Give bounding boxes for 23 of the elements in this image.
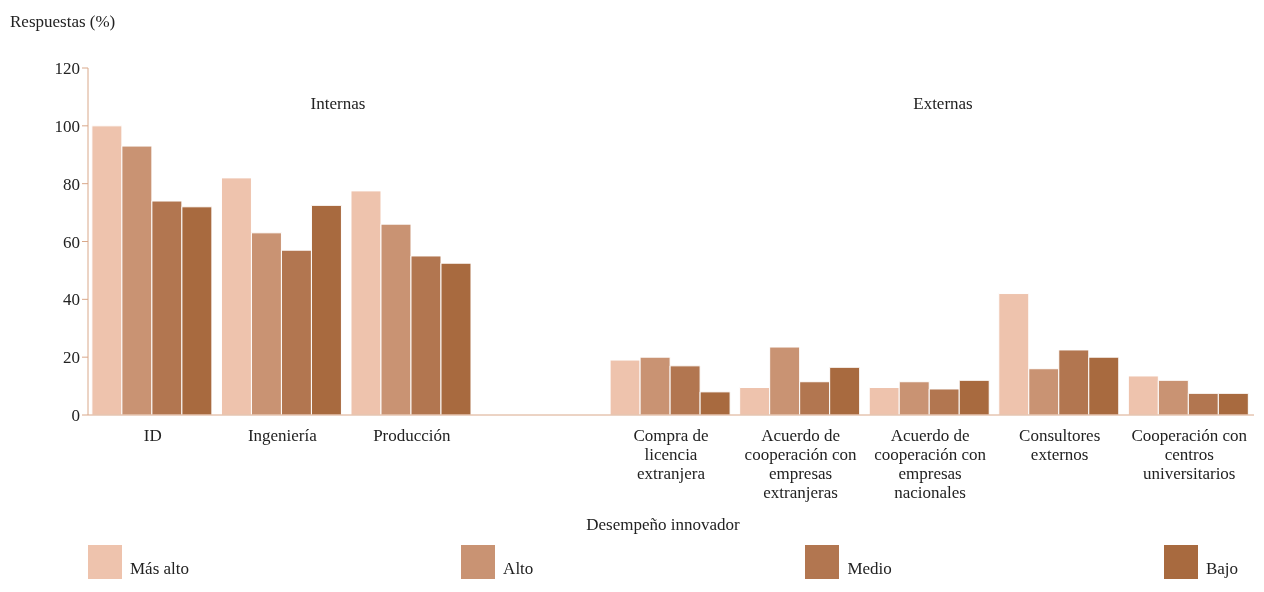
y-tick-label: 100 xyxy=(54,116,80,136)
x-tick-label: Consultores externos xyxy=(1019,426,1101,464)
y-tick-label: 60 xyxy=(63,232,80,252)
legend-title: Desempeño innovador xyxy=(585,515,741,535)
x-tick-label: Compra de licencia extranjera xyxy=(633,426,709,483)
x-tick-label: ID xyxy=(143,426,162,445)
y-axis-title: Respuestas (%) xyxy=(10,12,116,32)
x-tick-label: Producción xyxy=(373,426,452,445)
x-tick-label: Acuerdo de cooperación con empresas nacionales xyxy=(874,426,987,502)
legend-label: Alto xyxy=(503,559,534,579)
x-tick-label: Cooperación con centros universitarios xyxy=(1131,426,1248,483)
y-tick-label: 120 xyxy=(54,59,80,79)
annotation: Externas xyxy=(912,94,974,114)
legend-label: Bajo xyxy=(1205,559,1238,579)
x-tick-label: Ingeniería xyxy=(247,426,318,445)
y-tick-label: 20 xyxy=(63,348,80,368)
y-tick-label: 40 xyxy=(63,290,80,310)
y-tick-label: 0 xyxy=(71,406,80,426)
x-tick-label: Acuerdo de cooperación con empresas extranjeras xyxy=(744,426,857,502)
legend-label: Más alto xyxy=(130,559,190,579)
y-tick-label: 80 xyxy=(63,174,80,194)
annotation: Internas xyxy=(309,94,367,114)
legend-label: Medio xyxy=(847,559,892,579)
